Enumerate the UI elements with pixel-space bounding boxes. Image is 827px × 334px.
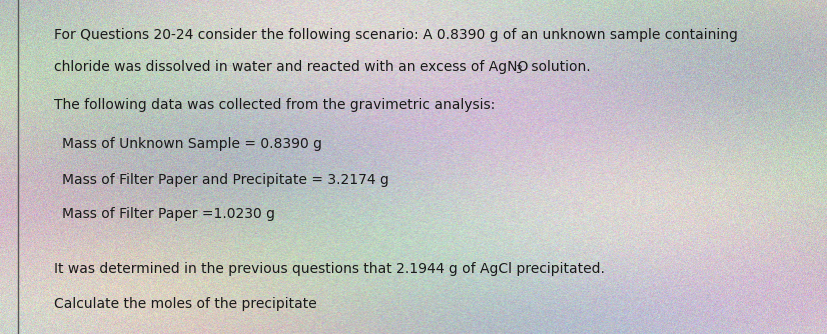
- Text: For Questions 20-24 consider the following scenario: A 0.8390 g of an unknown sa: For Questions 20-24 consider the followi…: [54, 28, 737, 42]
- Text: Mass of Filter Paper and Precipitate = 3.2174 g: Mass of Filter Paper and Precipitate = 3…: [62, 173, 389, 187]
- Text: The following data was collected from the gravimetric analysis:: The following data was collected from th…: [54, 98, 495, 112]
- Text: chloride was dissolved in water and reacted with an excess of AgNO: chloride was dissolved in water and reac…: [54, 60, 528, 74]
- Text: solution.: solution.: [526, 60, 590, 74]
- Text: Calculate the moles of the precipitate: Calculate the moles of the precipitate: [54, 297, 316, 311]
- Text: 3: 3: [514, 65, 521, 75]
- Text: Mass of Unknown Sample = 0.8390 g: Mass of Unknown Sample = 0.8390 g: [62, 137, 322, 151]
- Text: It was determined in the previous questions that 2.1944 g of AgCl precipitated.: It was determined in the previous questi…: [54, 262, 604, 276]
- Text: Mass of Filter Paper =1.0230 g: Mass of Filter Paper =1.0230 g: [62, 207, 275, 221]
